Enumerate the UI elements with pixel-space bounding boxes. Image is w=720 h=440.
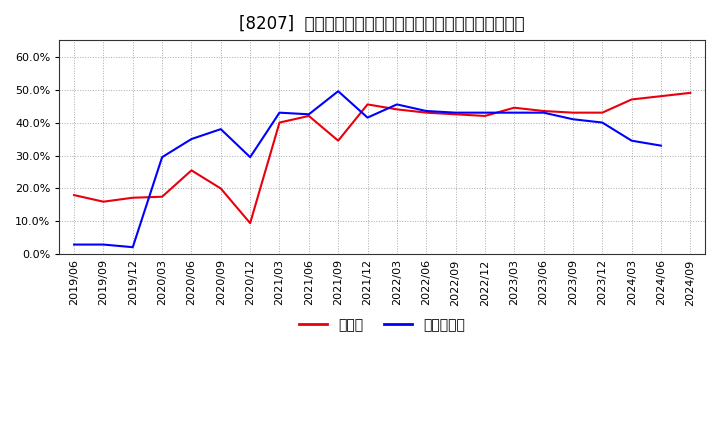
- Legend: 現預金, 有利子負債: 現預金, 有利子負債: [294, 312, 471, 337]
- Title: [8207]  現預金、有利子負債の総資産に対する比率の推移: [8207] 現預金、有利子負債の総資産に対する比率の推移: [239, 15, 525, 33]
